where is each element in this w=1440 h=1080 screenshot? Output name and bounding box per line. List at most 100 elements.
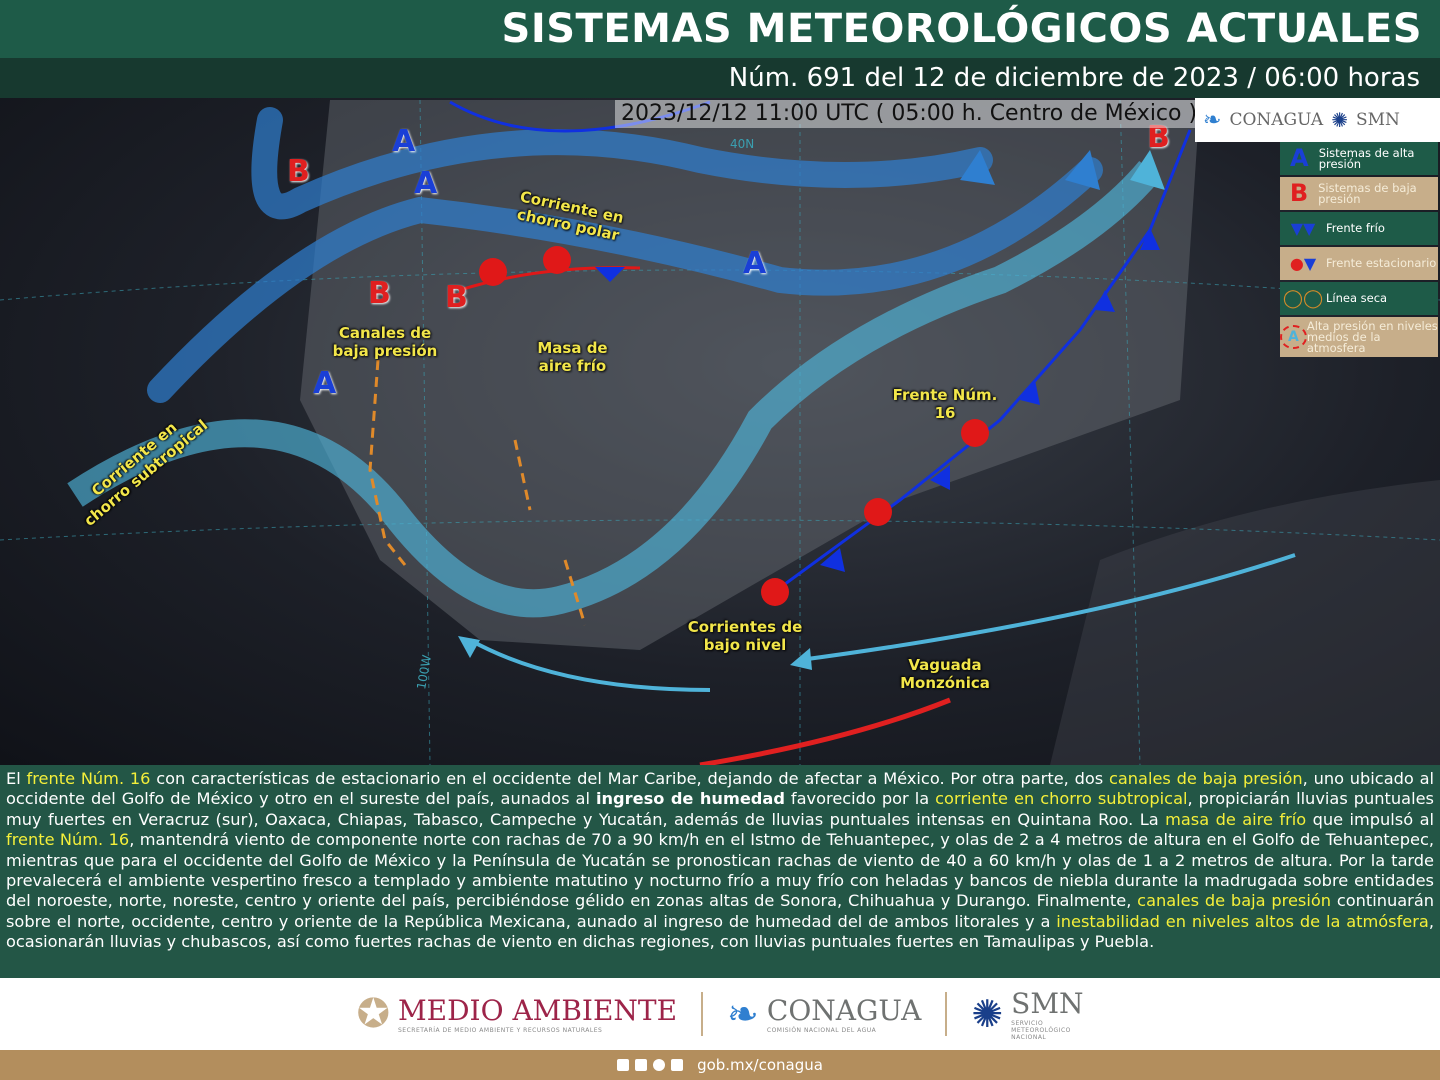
divider <box>701 992 704 1036</box>
text-segment: , ocasionarán lluvias y chubascos, así c… <box>6 911 1434 952</box>
lat-label: 40N <box>730 137 754 151</box>
mid-level-high-icon: A <box>1280 324 1307 349</box>
text-segment: favorecido por la <box>784 789 936 809</box>
facebook-icon[interactable] <box>617 1059 630 1071</box>
legend-item-dry-line: ◯◯ Línea seca <box>1280 282 1438 315</box>
pressure-centers: A A A A B B B B <box>0 98 1440 765</box>
subtropical-jet-stream <box>67 160 1161 618</box>
semarnat-name: MEDIO AMBIENTE <box>397 994 678 1027</box>
conagua-name: CONAGUA <box>766 994 922 1027</box>
cold-triangle <box>595 267 625 282</box>
conagua-logo: CONAGUA <box>1229 110 1324 130</box>
stationary-front-icon: ●▼ <box>1289 254 1317 273</box>
jet-arrowhead <box>1130 150 1165 190</box>
low-level-currents <box>469 553 1296 692</box>
highlighted-term: masa de aire frío <box>1165 809 1307 829</box>
header-logos: ❧ CONAGUA ✺ SMN <box>1195 98 1440 142</box>
legend-label: Línea seca <box>1326 291 1388 305</box>
coat-of-arms-icon: ✪ <box>356 991 390 1037</box>
legend-label: Sistemas de baja presión <box>1318 180 1417 206</box>
semarnat-subtitle: SECRETARÍA DE MEDIO AMBIENTE Y RECURSOS … <box>397 1027 603 1034</box>
label-low-level-currents: Corrientes de bajo nivel <box>687 618 803 654</box>
smn-logo: SMN <box>1355 110 1400 130</box>
label-monsoon-trough: Vaguada Monzónica <box>900 656 990 692</box>
current-arrowhead <box>790 648 812 670</box>
conagua-icon: ❧ <box>727 992 759 1036</box>
highlighted-term: canales de baja presión <box>1137 891 1331 911</box>
smn-name: SMN <box>1011 987 1084 1020</box>
legend-label: Sistemas de alta presión <box>1318 145 1415 171</box>
text-segment: , propiciarán lluvias puntuales muy fuer… <box>6 789 1434 829</box>
text-segment: continuarán sobre el norte, occidente, c… <box>6 891 1435 931</box>
legend-item-mid-level-high: A Alta presión en niveles medios de la at… <box>1280 317 1438 357</box>
instagram-icon[interactable] <box>653 1059 666 1071</box>
legend-item-low: B Sistemas de baja presión <box>1280 177 1438 210</box>
monsoon-trough <box>699 697 951 765</box>
legend-label: Alta presión en niveles medios de la atm… <box>1306 318 1438 355</box>
legend-label: Frente estacionario <box>1326 256 1437 270</box>
label-front-16: Frente Núm. 16 <box>892 386 998 422</box>
website-link[interactable]: gob.mx/conagua <box>697 1056 823 1074</box>
cold-front-triangles <box>820 228 1160 572</box>
conagua-subtitle: COMISIÓN NACIONAL DEL AGUA <box>766 1027 877 1034</box>
legend-item-high: A Sistemas de alta presión <box>1280 142 1438 175</box>
weather-map: 40N 100W A A A A B B B B Corriente en ch… <box>0 98 1440 765</box>
smn-footer-logo: ✺ SMN SERVICIO METEOROLÓGICO NACIONAL <box>971 987 1083 1041</box>
low-pressure-marker: B <box>368 276 391 311</box>
lon-label: 100W <box>414 654 434 691</box>
high-pressure-marker: A <box>743 246 767 281</box>
text-segment: que impulsó al <box>1306 809 1434 829</box>
high-pressure-icon: A <box>1290 144 1309 172</box>
jet-arrowhead <box>1065 150 1100 190</box>
image-timestamp: 2023/12/12 11:00 UTC ( 05:00 h. Centro d… <box>615 100 1204 128</box>
high-pressure-marker: A <box>414 166 438 201</box>
dry-line-icon: ◯◯ <box>1282 288 1324 309</box>
map-overlay: 40N 100W <box>0 99 1440 765</box>
low-pressure-marker: B <box>1147 120 1170 155</box>
label-cold-mass: Masa de aire frío <box>537 339 608 375</box>
bulletin-description: El frente Núm. 16 con características de… <box>0 765 1440 978</box>
cold-front-north <box>449 100 711 133</box>
conagua-footer-logo: ❧ CONAGUA COMISIÓN NACIONAL DEL AGUA <box>727 992 921 1036</box>
high-pressure-marker: A <box>313 366 337 401</box>
legend-item-stationary-front: ●▼ Frente estacionario <box>1280 247 1438 280</box>
conagua-logo-icon: ❧ <box>1203 107 1222 133</box>
highlighted-term: frente Núm. 16 <box>6 830 130 850</box>
warm-semicircle <box>479 258 507 286</box>
divider <box>945 992 948 1036</box>
semarnat-logo: ✪ MEDIO AMBIENTE SECRETARÍA DE MEDIO AMBI… <box>356 991 677 1037</box>
low-pressure-marker: B <box>445 280 468 315</box>
warm-semicircle <box>543 246 571 274</box>
label-low-channels: Canales de baja presión <box>332 324 438 360</box>
warm-front-semicircles <box>761 419 989 606</box>
legend-label: Frente frío <box>1326 221 1385 235</box>
social-bar: gob.mx/conagua <box>0 1050 1440 1080</box>
footer-logos: ✪ MEDIO AMBIENTE SECRETARÍA DE MEDIO AMBI… <box>0 978 1440 1050</box>
low-pressure-marker: B <box>287 154 310 189</box>
cold-front-icon: ▼▼ <box>1290 219 1316 238</box>
highlighted-term: canales de baja presión <box>1108 769 1303 788</box>
twitter-icon[interactable] <box>635 1059 648 1071</box>
cloud-area <box>1050 480 1440 765</box>
highlighted-term: inestabilidad en niveles altos de la atm… <box>1056 911 1429 931</box>
bold-term: ingreso de humedad <box>595 789 785 809</box>
bulletin-subtitle: Núm. 691 del 12 de diciembre de 2023 / 0… <box>0 58 1440 98</box>
smn-icon: ✺ <box>971 992 1004 1036</box>
low-pressure-troughs <box>368 359 587 626</box>
polar-jet-stream <box>147 107 1103 403</box>
text-segment: , uno ubicado al occidente del Golfo de … <box>6 769 1434 809</box>
page-title: SISTEMAS METEOROLÓGICOS ACTUALES <box>0 0 1440 58</box>
highlighted-term: frente Núm. 16 <box>26 769 151 788</box>
legend-item-cold-front: ▼▼ Frente frío <box>1280 212 1438 245</box>
jet-arrowhead <box>960 150 995 185</box>
smn-subtitle: SERVICIO METEOROLÓGICO NACIONAL <box>1011 1020 1071 1041</box>
current-arrowhead <box>458 636 480 658</box>
high-pressure-marker: A <box>392 124 416 159</box>
text-segment: El <box>6 769 27 788</box>
map-legend: A Sistemas de alta presión B Sistemas de b… <box>1280 142 1438 359</box>
smn-logo-icon: ✺ <box>1331 108 1348 132</box>
youtube-icon[interactable] <box>671 1059 684 1071</box>
lat-lon-grid <box>0 99 1440 765</box>
low-pressure-icon: B <box>1289 179 1309 207</box>
text-segment: con características de estacionario en e… <box>150 769 1109 788</box>
